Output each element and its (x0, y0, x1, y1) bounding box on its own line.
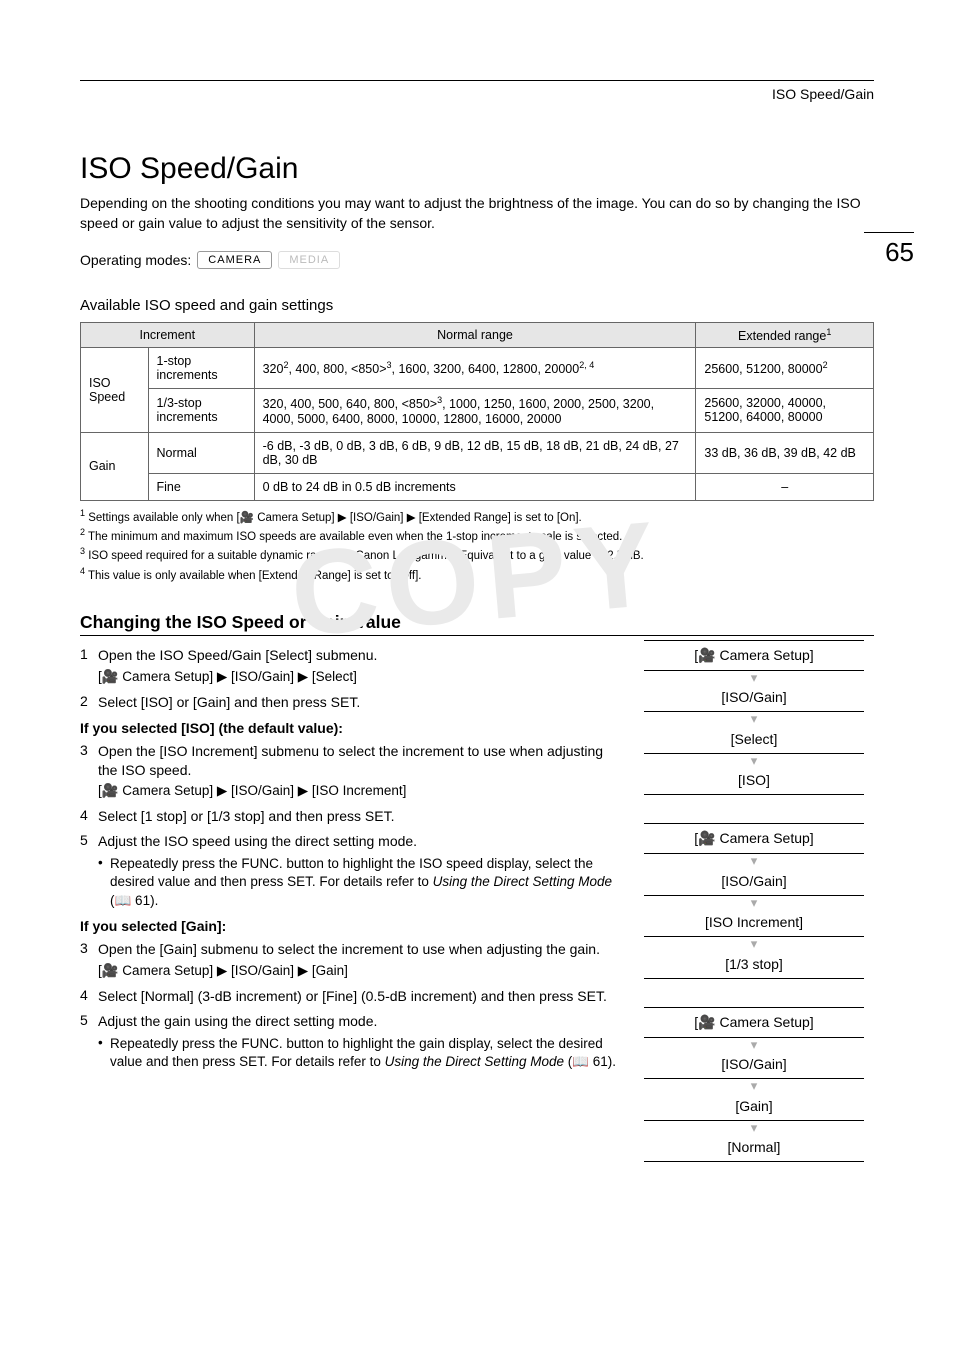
step-3-iso: 3Open the [ISO Increment] submenu to sel… (80, 742, 620, 780)
menu-block-1: [🎥 Camera Setup] ▾ [ISO/Gain] ▾ [Select]… (644, 640, 864, 796)
menu-item: [🎥 Camera Setup] (644, 823, 864, 854)
td-extended: 33 dB, 36 dB, 39 dB, 42 dB (696, 432, 874, 473)
td-iso-label: ISO Speed (81, 348, 149, 432)
th-extended: Extended range1 (696, 323, 874, 348)
table-header-row: Increment Normal range Extended range1 (81, 323, 874, 348)
td-normal: 3202, 400, 800, <850>3, 1600, 3200, 6400… (254, 348, 696, 389)
intro: Depending on the shooting conditions you… (80, 194, 874, 233)
menu-column: [🎥 Camera Setup] ▾ [ISO/Gain] ▾ [Select]… (644, 640, 864, 1191)
menu-item: [ISO/Gain] (644, 1050, 864, 1079)
step-4-iso: 4Select [1 stop] or [1/3 stop] and then … (80, 807, 620, 826)
menu-item: [🎥 Camera Setup] (644, 640, 864, 671)
step-4-gain: 4Select [Normal] (3-dB increment) or [Fi… (80, 987, 620, 1006)
td-extended: 25600, 51200, 800002 (696, 348, 874, 389)
step-1-path: [🎥 Camera Setup] ▶ [ISO/Gain] ▶ [Select] (98, 669, 620, 685)
step-2: 2Select [ISO] or [Gain] and then press S… (80, 693, 620, 712)
footnotes: 1 Settings available only when [🎥 Camera… (80, 507, 874, 584)
td-normal: 320, 400, 500, 640, 800, <850>3, 1000, 1… (254, 389, 696, 432)
menu-arrow-icon: ▾ (644, 716, 864, 723)
menu-arrow-icon: ▾ (644, 858, 864, 865)
step-5-gain: 5Adjust the gain using the direct settin… (80, 1012, 620, 1031)
td-gain-label: Gain (81, 432, 149, 500)
footnote-2: 2 The minimum and maximum ISO speeds are… (88, 526, 874, 545)
menu-item: [Gain] (644, 1092, 864, 1121)
th-normal: Normal range (254, 323, 696, 348)
gain-label: If you selected [Gain]: (80, 918, 620, 934)
td-increment: 1-stop increments (148, 348, 254, 389)
table-row: Fine 0 dB to 24 dB in 0.5 dB increments … (81, 473, 874, 500)
menu-item: [ISO] (644, 766, 864, 795)
step-5-iso: 5Adjust the ISO speed using the direct s… (80, 832, 620, 851)
step-3-iso-path: [🎥 Camera Setup] ▶ [ISO/Gain] ▶ [ISO Inc… (98, 783, 620, 799)
td-increment: 1/3-stop increments (148, 389, 254, 432)
menu-item: [1/3 stop] (644, 950, 864, 979)
th-increment: Increment (81, 323, 255, 348)
menu-arrow-icon: ▾ (644, 1125, 864, 1132)
td-increment: Fine (148, 473, 254, 500)
menu-item: [Select] (644, 725, 864, 754)
breadcrumb: ISO Speed/Gain (80, 81, 874, 102)
table-row: Gain Normal -6 dB, -3 dB, 0 dB, 3 dB, 6 … (81, 432, 874, 473)
menu-item: [ISO/Gain] (644, 683, 864, 712)
menu-item: [🎥 Camera Setup] (644, 1007, 864, 1038)
td-increment: Normal (148, 432, 254, 473)
table-title: Available ISO speed and gain settings (80, 297, 874, 314)
page-number: 65 (864, 232, 914, 268)
step-1: 1Open the ISO Speed/Gain [Select] submen… (80, 646, 620, 665)
menu-block-2: [🎥 Camera Setup] ▾ [ISO/Gain] ▾ [ISO Inc… (644, 823, 864, 979)
menu-arrow-icon: ▾ (644, 1042, 864, 1049)
step-3-gain: 3Open the [Gain] submenu to select the i… (80, 940, 620, 959)
td-extended: – (696, 473, 874, 500)
menu-arrow-icon: ▾ (644, 1083, 864, 1090)
mode-camera: CAMERA (197, 251, 272, 269)
table-row: 1/3-stop increments 320, 400, 500, 640, … (81, 389, 874, 432)
iso-label: If you selected [ISO] (the default value… (80, 720, 620, 736)
steps-column: 1Open the ISO Speed/Gain [Select] submen… (80, 640, 620, 1191)
td-normal: -6 dB, -3 dB, 0 dB, 3 dB, 6 dB, 9 dB, 12… (254, 432, 696, 473)
iso-table: Increment Normal range Extended range1 I… (80, 322, 874, 500)
footnote-1: 1 Settings available only when [🎥 Camera… (88, 507, 874, 526)
menu-arrow-icon: ▾ (644, 941, 864, 948)
operating-modes: Operating modes: CAMERA MEDIA (80, 251, 874, 269)
step-5-iso-bullet: •Repeatedly press the FUNC. button to hi… (98, 855, 620, 910)
table-row: ISO Speed 1-stop increments 3202, 400, 8… (81, 348, 874, 389)
footnote-3: 3 ISO speed required for a suitable dyna… (88, 545, 874, 564)
menu-item: [ISO Increment] (644, 908, 864, 937)
menu-arrow-icon: ▾ (644, 758, 864, 765)
menu-arrow-icon: ▾ (644, 675, 864, 682)
menu-item: [ISO/Gain] (644, 867, 864, 896)
section-heading: Changing the ISO Speed or Gain Value (80, 612, 874, 636)
menu-item: [Normal] (644, 1133, 864, 1162)
op-modes-label: Operating modes: (80, 252, 191, 268)
menu-arrow-icon: ▾ (644, 900, 864, 907)
mode-media: MEDIA (278, 251, 340, 269)
footnote-4: 4 This value is only available when [Ext… (88, 565, 874, 584)
page-title: ISO Speed/Gain (80, 152, 874, 186)
menu-block-3: [🎥 Camera Setup] ▾ [ISO/Gain] ▾ [Gain] ▾… (644, 1007, 864, 1163)
step-3-gain-path: [🎥 Camera Setup] ▶ [ISO/Gain] ▶ [Gain] (98, 963, 620, 979)
step-5-gain-bullet: •Repeatedly press the FUNC. button to hi… (98, 1035, 620, 1071)
td-normal: 0 dB to 24 dB in 0.5 dB increments (254, 473, 696, 500)
td-extended: 25600, 32000, 40000, 51200, 64000, 80000 (696, 389, 874, 432)
